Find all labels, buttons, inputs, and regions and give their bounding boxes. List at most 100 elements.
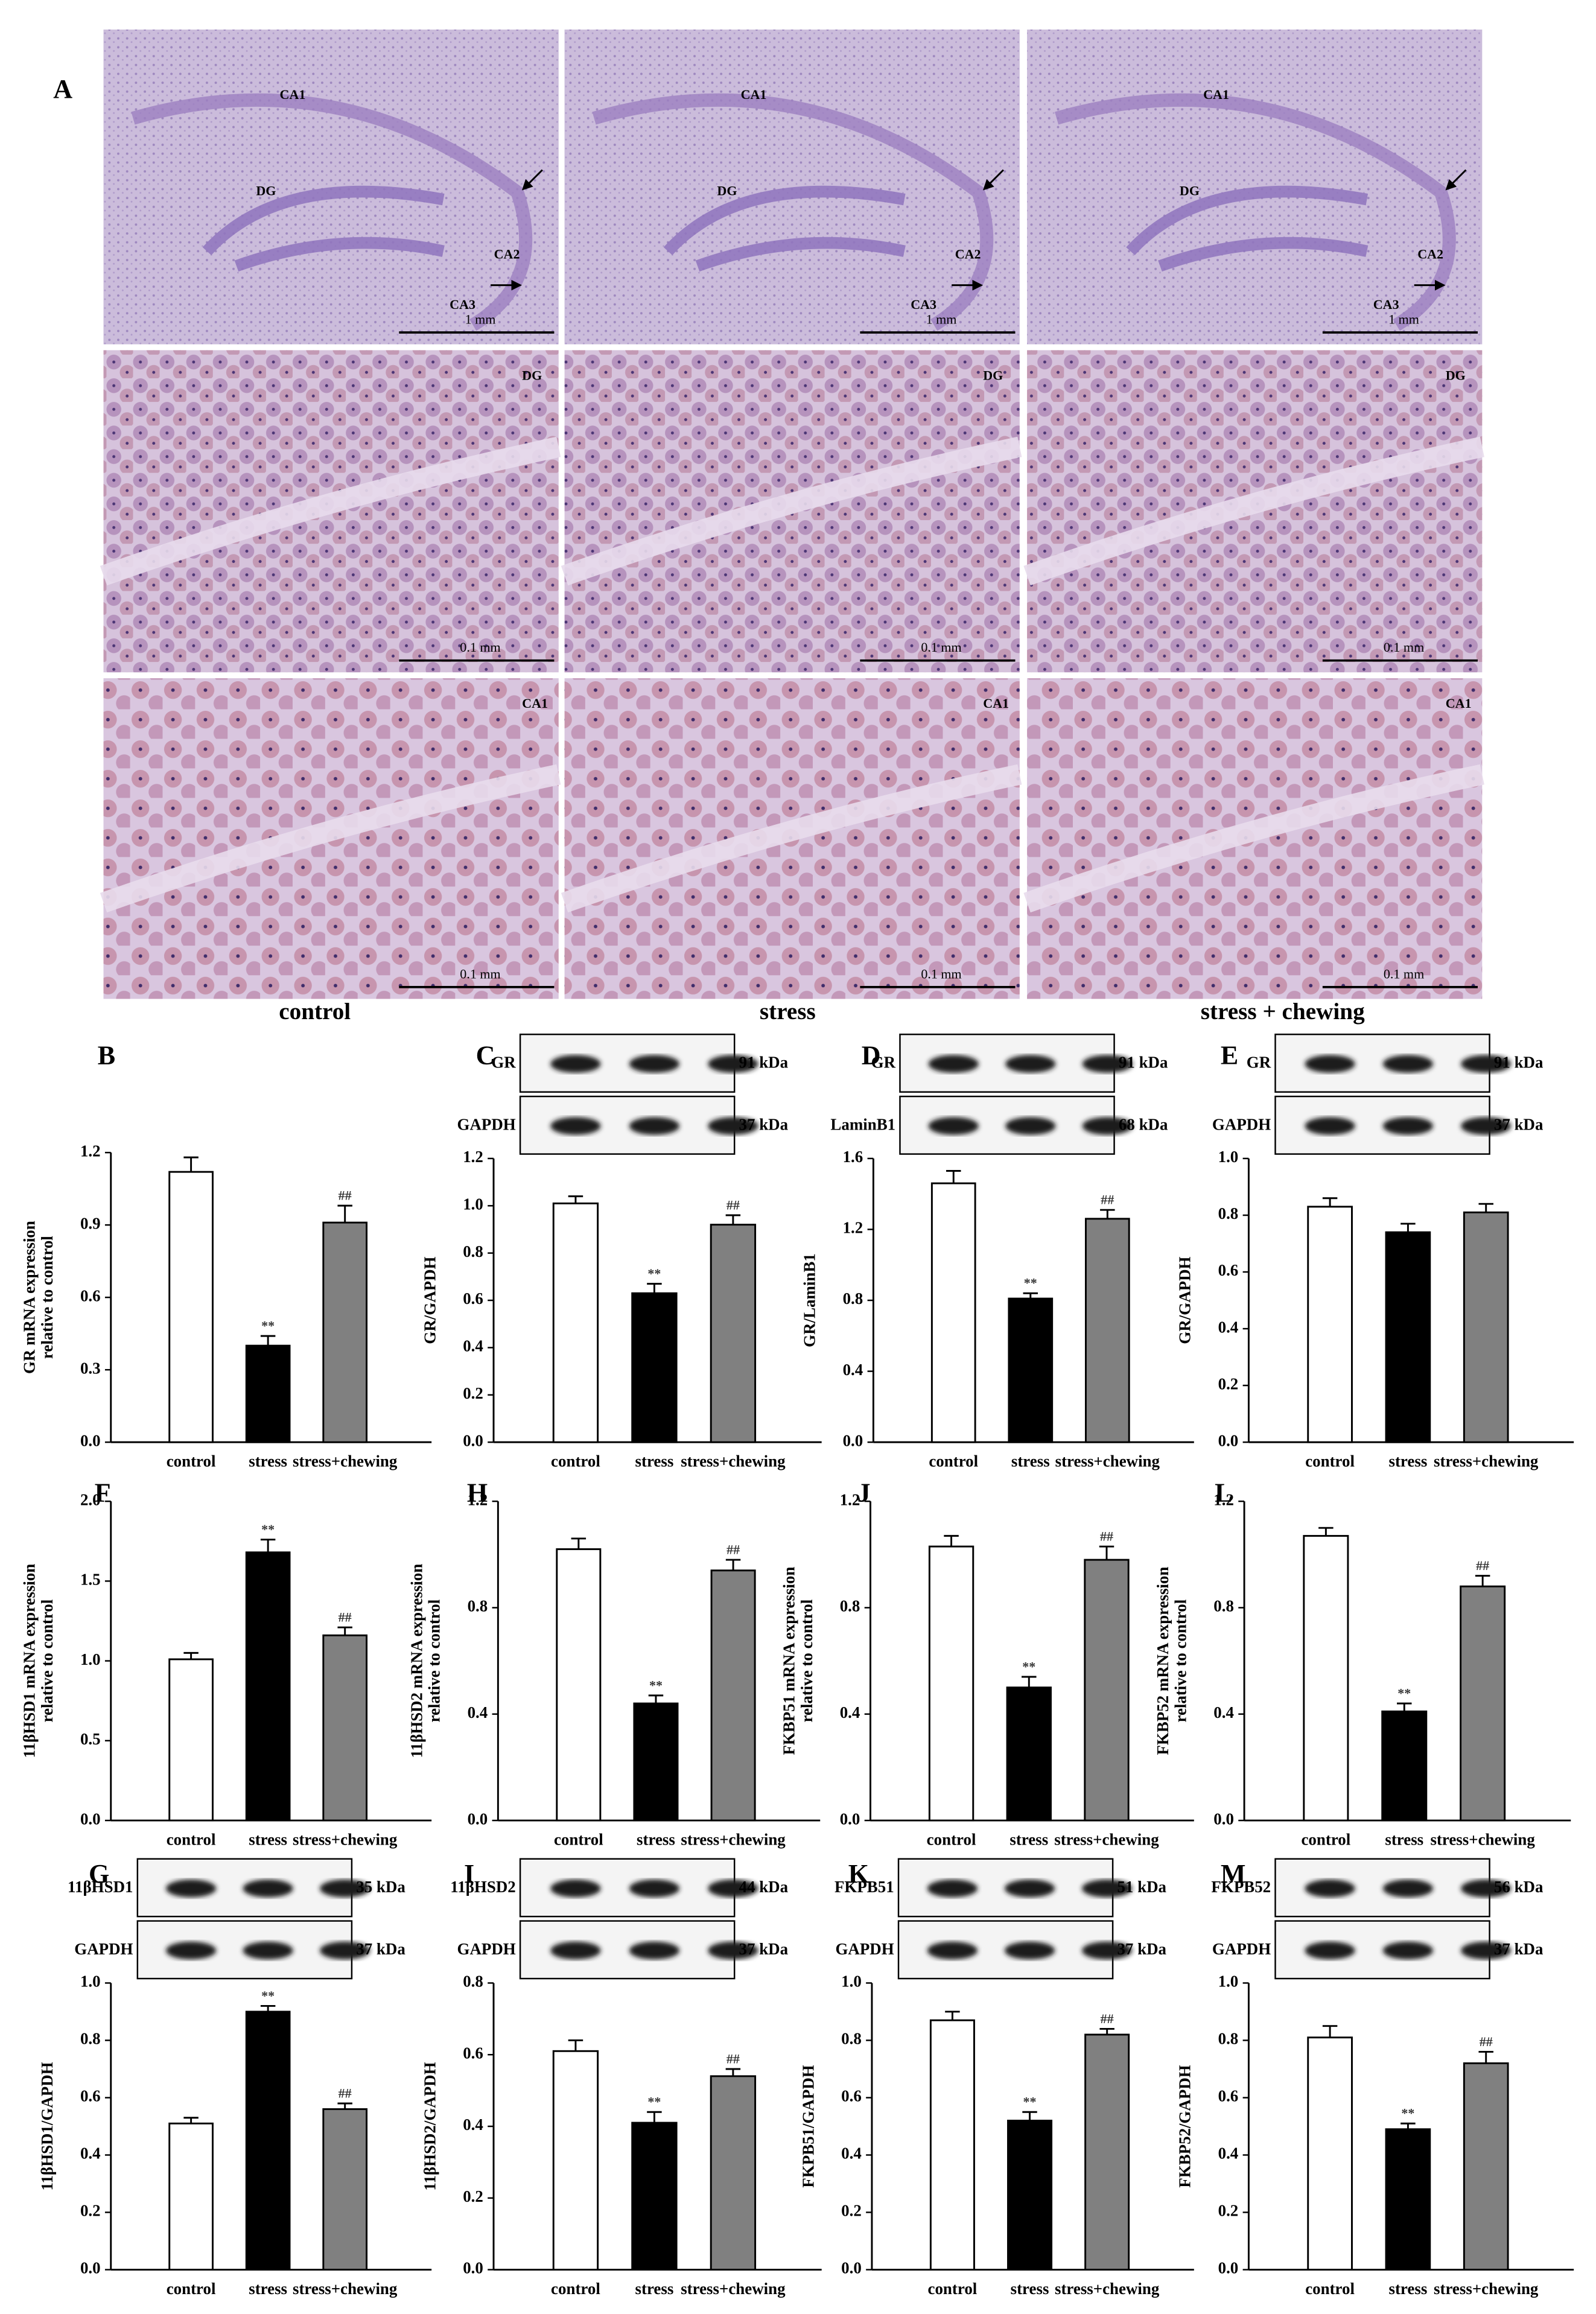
y-tick-label: 0.9 <box>80 1214 101 1232</box>
x-tick-label: stress <box>1385 1831 1423 1849</box>
significance: ## <box>726 1197 740 1212</box>
micrograph <box>1027 29 1483 345</box>
blot-band <box>708 1880 758 1898</box>
blot-band <box>1004 1880 1055 1898</box>
bar <box>1307 2036 1353 2271</box>
y-axis-label: relative to control <box>1171 1599 1189 1722</box>
y-axis-label: GR mRNA expression <box>21 1221 39 1374</box>
blot-band <box>928 1055 979 1073</box>
bar <box>245 1551 291 1822</box>
y-tick-label: 0.4 <box>843 1361 863 1379</box>
x-tick-label: stress+chewing <box>1055 2280 1160 2298</box>
blot-band <box>629 1880 680 1898</box>
blot-name: FKPB51 <box>835 1878 894 1896</box>
y-tick-label: 1.0 <box>463 1195 483 1213</box>
y-tick-label: 0.4 <box>463 1337 483 1355</box>
bar <box>710 2075 757 2271</box>
y-tick-label: 0.0 <box>1213 1810 1234 1828</box>
x-tick-label: control <box>167 1831 216 1849</box>
blot-band <box>1305 1941 1355 1960</box>
x-tick-label: stress+chewing <box>1055 1452 1160 1470</box>
blot-band <box>320 1941 370 1960</box>
x-tick-label: stress+chewing <box>293 2280 398 2298</box>
significance: ## <box>339 2085 352 2100</box>
blot-size: 37 kDa <box>356 1940 405 1958</box>
y-tick-label: 0.6 <box>841 2087 862 2105</box>
y-tick-label: 0.0 <box>463 2259 483 2277</box>
region-label: CA2 <box>1417 247 1443 262</box>
y-tick-label: 0.6 <box>463 1289 483 1308</box>
bar <box>631 1292 678 1443</box>
y-tick-label: 0.6 <box>1218 2087 1239 2105</box>
y-tick-label: 0.4 <box>1213 1703 1234 1721</box>
blot-band <box>1082 1880 1133 1898</box>
bar <box>1307 1206 1353 1443</box>
y-tick-label: 0.4 <box>1218 2144 1239 2163</box>
y-tick-label: 1.0 <box>80 1972 101 1991</box>
blot-band <box>550 1117 601 1135</box>
bar <box>1463 1211 1509 1443</box>
y-tick-label: 0.0 <box>1218 1431 1239 1449</box>
y-tick-label: 0.6 <box>80 2087 101 2105</box>
blot-name: GAPDH <box>1212 1115 1271 1133</box>
x-tick-label: stress+chewing <box>1434 1452 1539 1470</box>
blot-name: GAPDH <box>835 1940 894 1958</box>
region-label: CA1 <box>522 696 548 711</box>
y-tick-label: 0.4 <box>468 1703 488 1721</box>
y-tick-label: 0.6 <box>1218 1261 1239 1279</box>
blot-name: 11βHSD1 <box>68 1878 133 1896</box>
bar <box>631 2122 678 2271</box>
panel-label: B <box>98 1041 115 1070</box>
scale-label: 0.1 mm <box>1384 966 1424 981</box>
y-tick-label: 1.6 <box>843 1148 863 1166</box>
gap <box>1023 436 1484 586</box>
panel-label: H <box>467 1478 488 1507</box>
bar <box>1385 1231 1431 1443</box>
blot-band <box>629 1941 680 1960</box>
y-tick-label: 1.0 <box>1218 1972 1239 1991</box>
bar <box>1084 1218 1130 1443</box>
significance: ** <box>1024 1276 1037 1291</box>
gap <box>100 764 561 913</box>
significance: ## <box>1101 2011 1114 2026</box>
y-tick-label: 0.4 <box>841 2144 862 2163</box>
significance: ## <box>339 1609 352 1624</box>
blot-band <box>1461 1941 1512 1960</box>
y-tick-label: 0.0 <box>841 2259 862 2277</box>
x-tick-label: stress <box>1389 2280 1428 2298</box>
y-tick-label: 0.0 <box>80 1431 101 1449</box>
y-tick-label: 0.2 <box>1218 1375 1239 1393</box>
blot-size: 91 kDa <box>739 1053 789 1071</box>
significance: ## <box>1480 2034 1493 2049</box>
blot-band <box>1382 1117 1434 1135</box>
x-tick-label: control <box>551 2280 600 2298</box>
y-tick-label: 0.2 <box>463 1384 483 1402</box>
x-tick-label: stress+chewing <box>1054 1831 1159 1849</box>
bar <box>1385 2128 1431 2271</box>
region-label: CA1 <box>983 696 1009 711</box>
y-tick-label: 0.8 <box>1218 1204 1239 1222</box>
y-tick-label: 1.0 <box>1218 1148 1239 1166</box>
x-tick-label: stress <box>249 2280 287 2298</box>
y-tick-label: 0.6 <box>80 1286 101 1305</box>
region-label: CA1 <box>1446 696 1472 711</box>
arrow <box>1445 169 1467 191</box>
y-axis-label: FKBP52/GAPDH <box>1176 2065 1194 2187</box>
y-tick-label: 1.2 <box>840 1490 860 1508</box>
blot-size: 68 kDa <box>1119 1115 1168 1133</box>
x-tick-label: stress <box>249 1831 287 1849</box>
region-label: CA1 <box>1203 87 1229 102</box>
y-tick-label: 0.0 <box>843 1431 863 1449</box>
y-tick-label: 0.8 <box>468 1597 488 1615</box>
bar <box>1006 1686 1052 1822</box>
significance: ** <box>261 1988 275 2003</box>
bar <box>1084 2033 1130 2271</box>
x-tick-label: stress <box>1389 1452 1428 1470</box>
x-tick-label: stress+chewing <box>1434 2280 1539 2298</box>
x-tick-label: control <box>554 1831 603 1849</box>
x-tick-label: control <box>928 2280 978 2298</box>
blot-size: 44 kDa <box>739 1878 789 1896</box>
x-tick-label: stress+chewing <box>681 2280 786 2298</box>
gap <box>100 436 561 586</box>
blot-band <box>708 1055 758 1073</box>
